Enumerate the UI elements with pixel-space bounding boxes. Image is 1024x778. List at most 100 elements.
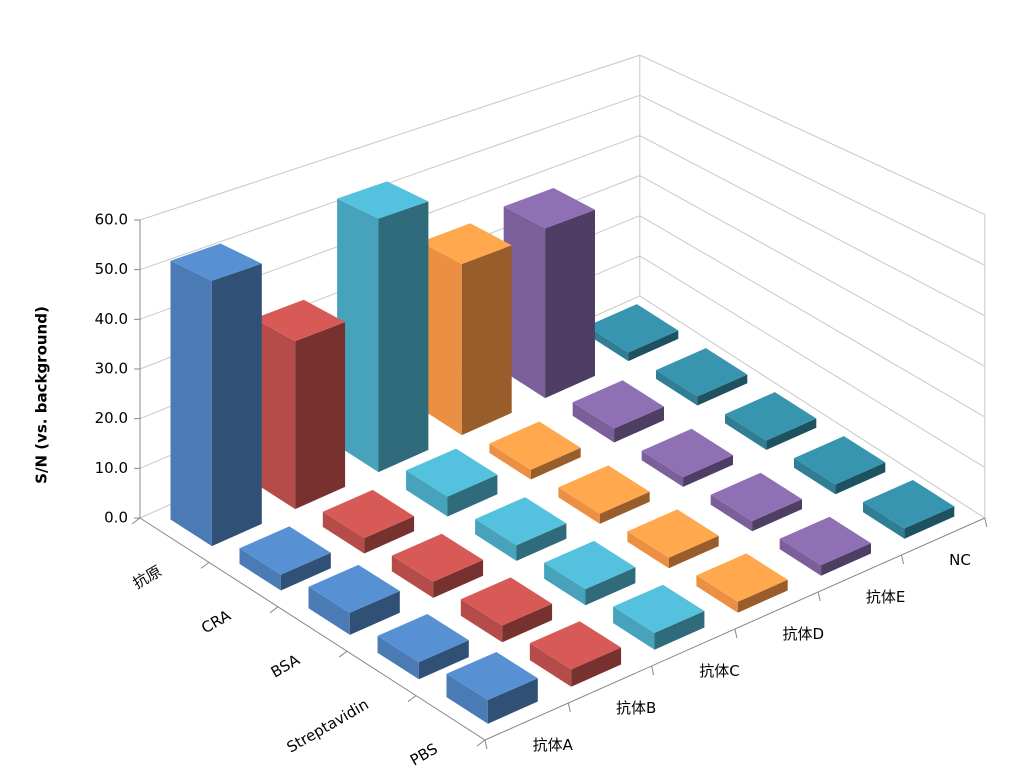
series-label: 抗体C (699, 662, 739, 680)
bar (239, 526, 331, 591)
tick (476, 739, 486, 747)
bar-top-face (710, 472, 802, 522)
bar (322, 489, 415, 554)
bar (420, 223, 512, 436)
bar-left-face (696, 575, 738, 613)
bar-left-face (627, 531, 669, 569)
bar-left-face (420, 242, 462, 436)
bar (503, 188, 595, 399)
tick (901, 554, 904, 565)
y-tick-label: 20.0 (95, 409, 128, 427)
bar-left-face (863, 502, 905, 539)
y-tick-label: 10.0 (95, 459, 128, 477)
bar-left-face (794, 458, 836, 495)
series-label: 抗体B (616, 699, 656, 717)
tick (734, 628, 738, 639)
bar-left-face (170, 260, 212, 547)
bar-top-face (253, 299, 346, 342)
bar (406, 448, 498, 517)
bar (170, 243, 262, 547)
bar (725, 392, 817, 450)
bar-right-face (821, 543, 871, 576)
bar-top-face (308, 564, 400, 613)
bar-right-face (614, 406, 664, 443)
category-label: PBS (407, 740, 441, 770)
bar (710, 472, 802, 532)
bar-right-face (545, 209, 595, 399)
y-tick-label: 0.0 (104, 509, 128, 527)
bar-left-face (779, 538, 822, 576)
bar-right-face (349, 591, 400, 635)
tick (200, 562, 210, 569)
bar-right-face (433, 559, 484, 598)
y-tick-label: 30.0 (95, 360, 128, 378)
bar-left-face (308, 586, 350, 635)
bar (529, 621, 622, 687)
bar-right-face (654, 611, 705, 650)
bar-left-face (322, 511, 365, 554)
bar (613, 584, 705, 650)
bar-left-face (725, 414, 767, 450)
bar (587, 304, 679, 362)
bar-left-face (544, 562, 586, 606)
bar-top-face (391, 533, 484, 582)
bar-right-face (697, 374, 748, 406)
series-label: 抗体E (866, 588, 905, 606)
bar-top-face (503, 188, 595, 229)
bar-top-face (627, 509, 719, 558)
bar (391, 533, 484, 598)
bar-right-face (628, 330, 679, 362)
bar-top-face (544, 540, 636, 590)
bar-left-face (641, 450, 684, 487)
bar-right-face (461, 245, 512, 436)
bar-right-face (295, 322, 346, 510)
bar-right-face (571, 647, 622, 687)
bar-top-face (322, 489, 415, 539)
bar (475, 497, 567, 561)
bar-right-face (737, 579, 788, 613)
bar-right-face (752, 499, 802, 532)
bar-right-face (835, 462, 886, 495)
bar-right-face (904, 506, 955, 539)
bar-right-face (585, 567, 636, 606)
bar-top-face (613, 584, 705, 633)
bar-left-face (337, 198, 379, 473)
bar-right-face (683, 455, 733, 487)
bar-top-face (337, 181, 429, 219)
bar-right-face (364, 516, 415, 554)
bar-right-face (502, 603, 553, 643)
bar-left-face (406, 470, 448, 517)
bar (308, 564, 400, 635)
bar-right-face (447, 474, 498, 517)
y-tick-label: 60.0 (95, 211, 128, 229)
bar (696, 553, 788, 613)
bar-left-face (587, 326, 629, 362)
bar (863, 480, 955, 539)
category-label: CRA (198, 606, 234, 637)
bar-right-face (516, 523, 567, 561)
bar-top-face (863, 480, 955, 529)
series-label: 抗体D (783, 625, 825, 643)
tick (131, 517, 141, 525)
y-axis-title: S/N (vs. background) (33, 306, 51, 484)
bar-left-face (656, 370, 698, 406)
series-label: 抗体A (533, 736, 574, 754)
bar-left-face (377, 635, 419, 680)
bar-right-face (668, 535, 719, 569)
bar-left-face (529, 643, 572, 687)
bar-right-face (487, 678, 538, 724)
bar-left-face (239, 548, 281, 591)
bar-top-face (460, 577, 553, 626)
bar-left-face (572, 402, 615, 443)
bar-top-face (794, 436, 886, 485)
bar-left-face (391, 555, 434, 598)
bar (656, 348, 748, 406)
bar (253, 299, 346, 510)
bar-top-face (656, 348, 748, 397)
tick (269, 606, 279, 614)
y-tick-label: 40.0 (95, 310, 128, 328)
bar (558, 465, 650, 524)
series-label: NC (949, 551, 971, 569)
bar (460, 577, 553, 643)
